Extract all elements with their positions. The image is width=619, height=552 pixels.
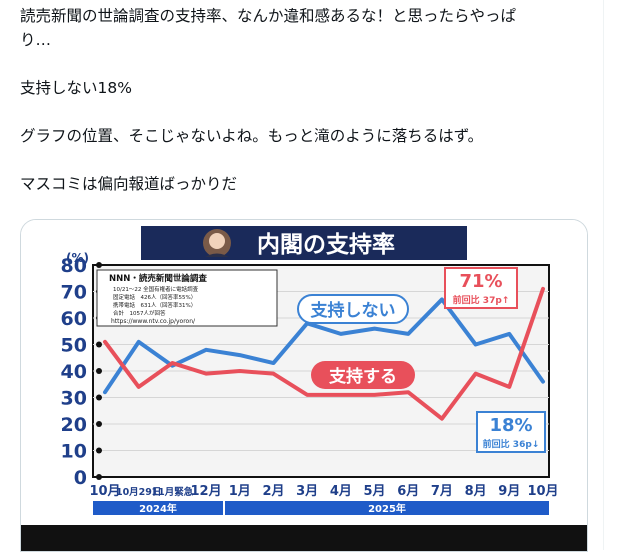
- x-tick-label: 3月: [296, 484, 318, 499]
- x-tick-label: 9月: [498, 484, 520, 499]
- support-change: 前回比 37p↑: [453, 294, 510, 306]
- x-tick-label: 5月: [364, 484, 386, 499]
- y-tick-label: 60: [61, 308, 87, 330]
- x-tick-label: 10月: [527, 484, 558, 499]
- not-support-value: 18%: [489, 415, 532, 436]
- banner-title: 内閣の支持率: [257, 231, 395, 258]
- post-line: 読売新聞の世論調査の支持率、なんか違和感あるな！と思ったらやっぱ: [20, 4, 590, 28]
- video-bottom-bar: [21, 525, 587, 551]
- y-tick-label: 0: [74, 467, 87, 489]
- x-tick-label: 4月: [330, 484, 352, 499]
- source-line: 合計 1057人が回答: [113, 309, 166, 317]
- axis-dot: [96, 474, 102, 480]
- x-tick-label: 7月: [431, 484, 453, 499]
- avatar: [203, 229, 231, 257]
- y-axis-ticks: 0 10 20 30 40 50 60 70 80: [61, 255, 87, 489]
- not-support-change: 前回比 36p↓: [483, 438, 540, 450]
- y-tick-label: 20: [61, 414, 87, 436]
- post-line: り…: [20, 28, 590, 52]
- y-tick-label: 70: [61, 282, 87, 304]
- support-value: 71%: [459, 271, 502, 292]
- axis-dot: [96, 421, 102, 427]
- post-line: マスコミは偏向報道ばっかりだ: [20, 172, 590, 196]
- not-support-value-callout: 18% 前回比 36p↓: [477, 412, 545, 452]
- source-line: 固定電話 426人（回答率55%）: [113, 293, 196, 301]
- x-tick-label: 8月: [465, 484, 487, 499]
- post-line: 支持しない18%: [20, 76, 590, 100]
- axis-dot: [96, 368, 102, 374]
- y-tick-label: 30: [61, 388, 87, 410]
- source-line: 携帯電話 631人（回答率31%）: [113, 301, 196, 309]
- svg-text:支持する: 支持する: [329, 366, 397, 387]
- x-tick-label: 2月: [262, 484, 284, 499]
- not-support-label: 支持しない: [298, 295, 408, 323]
- year-label: 2024年: [139, 502, 177, 515]
- axis-dot: [96, 448, 102, 454]
- x-tick-label: 12月: [191, 484, 222, 499]
- axis-dot: [96, 342, 102, 348]
- y-tick-label: 40: [61, 361, 87, 383]
- y-tick-label: 50: [61, 335, 87, 357]
- post-line: グラフの位置、そこじゃないよね。もっと滝のように落ちるはず。: [20, 124, 590, 148]
- support-label: 支持する: [311, 361, 415, 389]
- source-url: https://www.ntv.co.jp/yoron/: [111, 318, 196, 325]
- support-value-callout: 71% 前回比 37p↑: [445, 268, 517, 308]
- axis-dot: [96, 395, 102, 401]
- svg-text:支持しない: 支持しない: [311, 300, 396, 321]
- post-text: 読売新聞の世論調査の支持率、なんか違和感あるな！と思ったらやっぱ り… 支持しな…: [20, 4, 590, 196]
- x-tick-label: 1月: [229, 484, 251, 499]
- y-tick-label: 80: [61, 255, 87, 277]
- y-tick-label: 10: [61, 441, 87, 463]
- x-tick-label: 11月緊急: [152, 486, 194, 498]
- source-title: NNN・読売新聞世論調査: [109, 273, 207, 284]
- source-box: NNN・読売新聞世論調査 10/21〜22 全国有権者に電話調査 固定電話 42…: [97, 270, 277, 326]
- year-label: 2025年: [368, 502, 406, 515]
- timeline-border: [603, 0, 604, 550]
- source-line: 10/21〜22 全国有権者に電話調査: [113, 285, 199, 293]
- axis-dot: [96, 262, 102, 268]
- x-tick-label: 6月: [397, 484, 419, 499]
